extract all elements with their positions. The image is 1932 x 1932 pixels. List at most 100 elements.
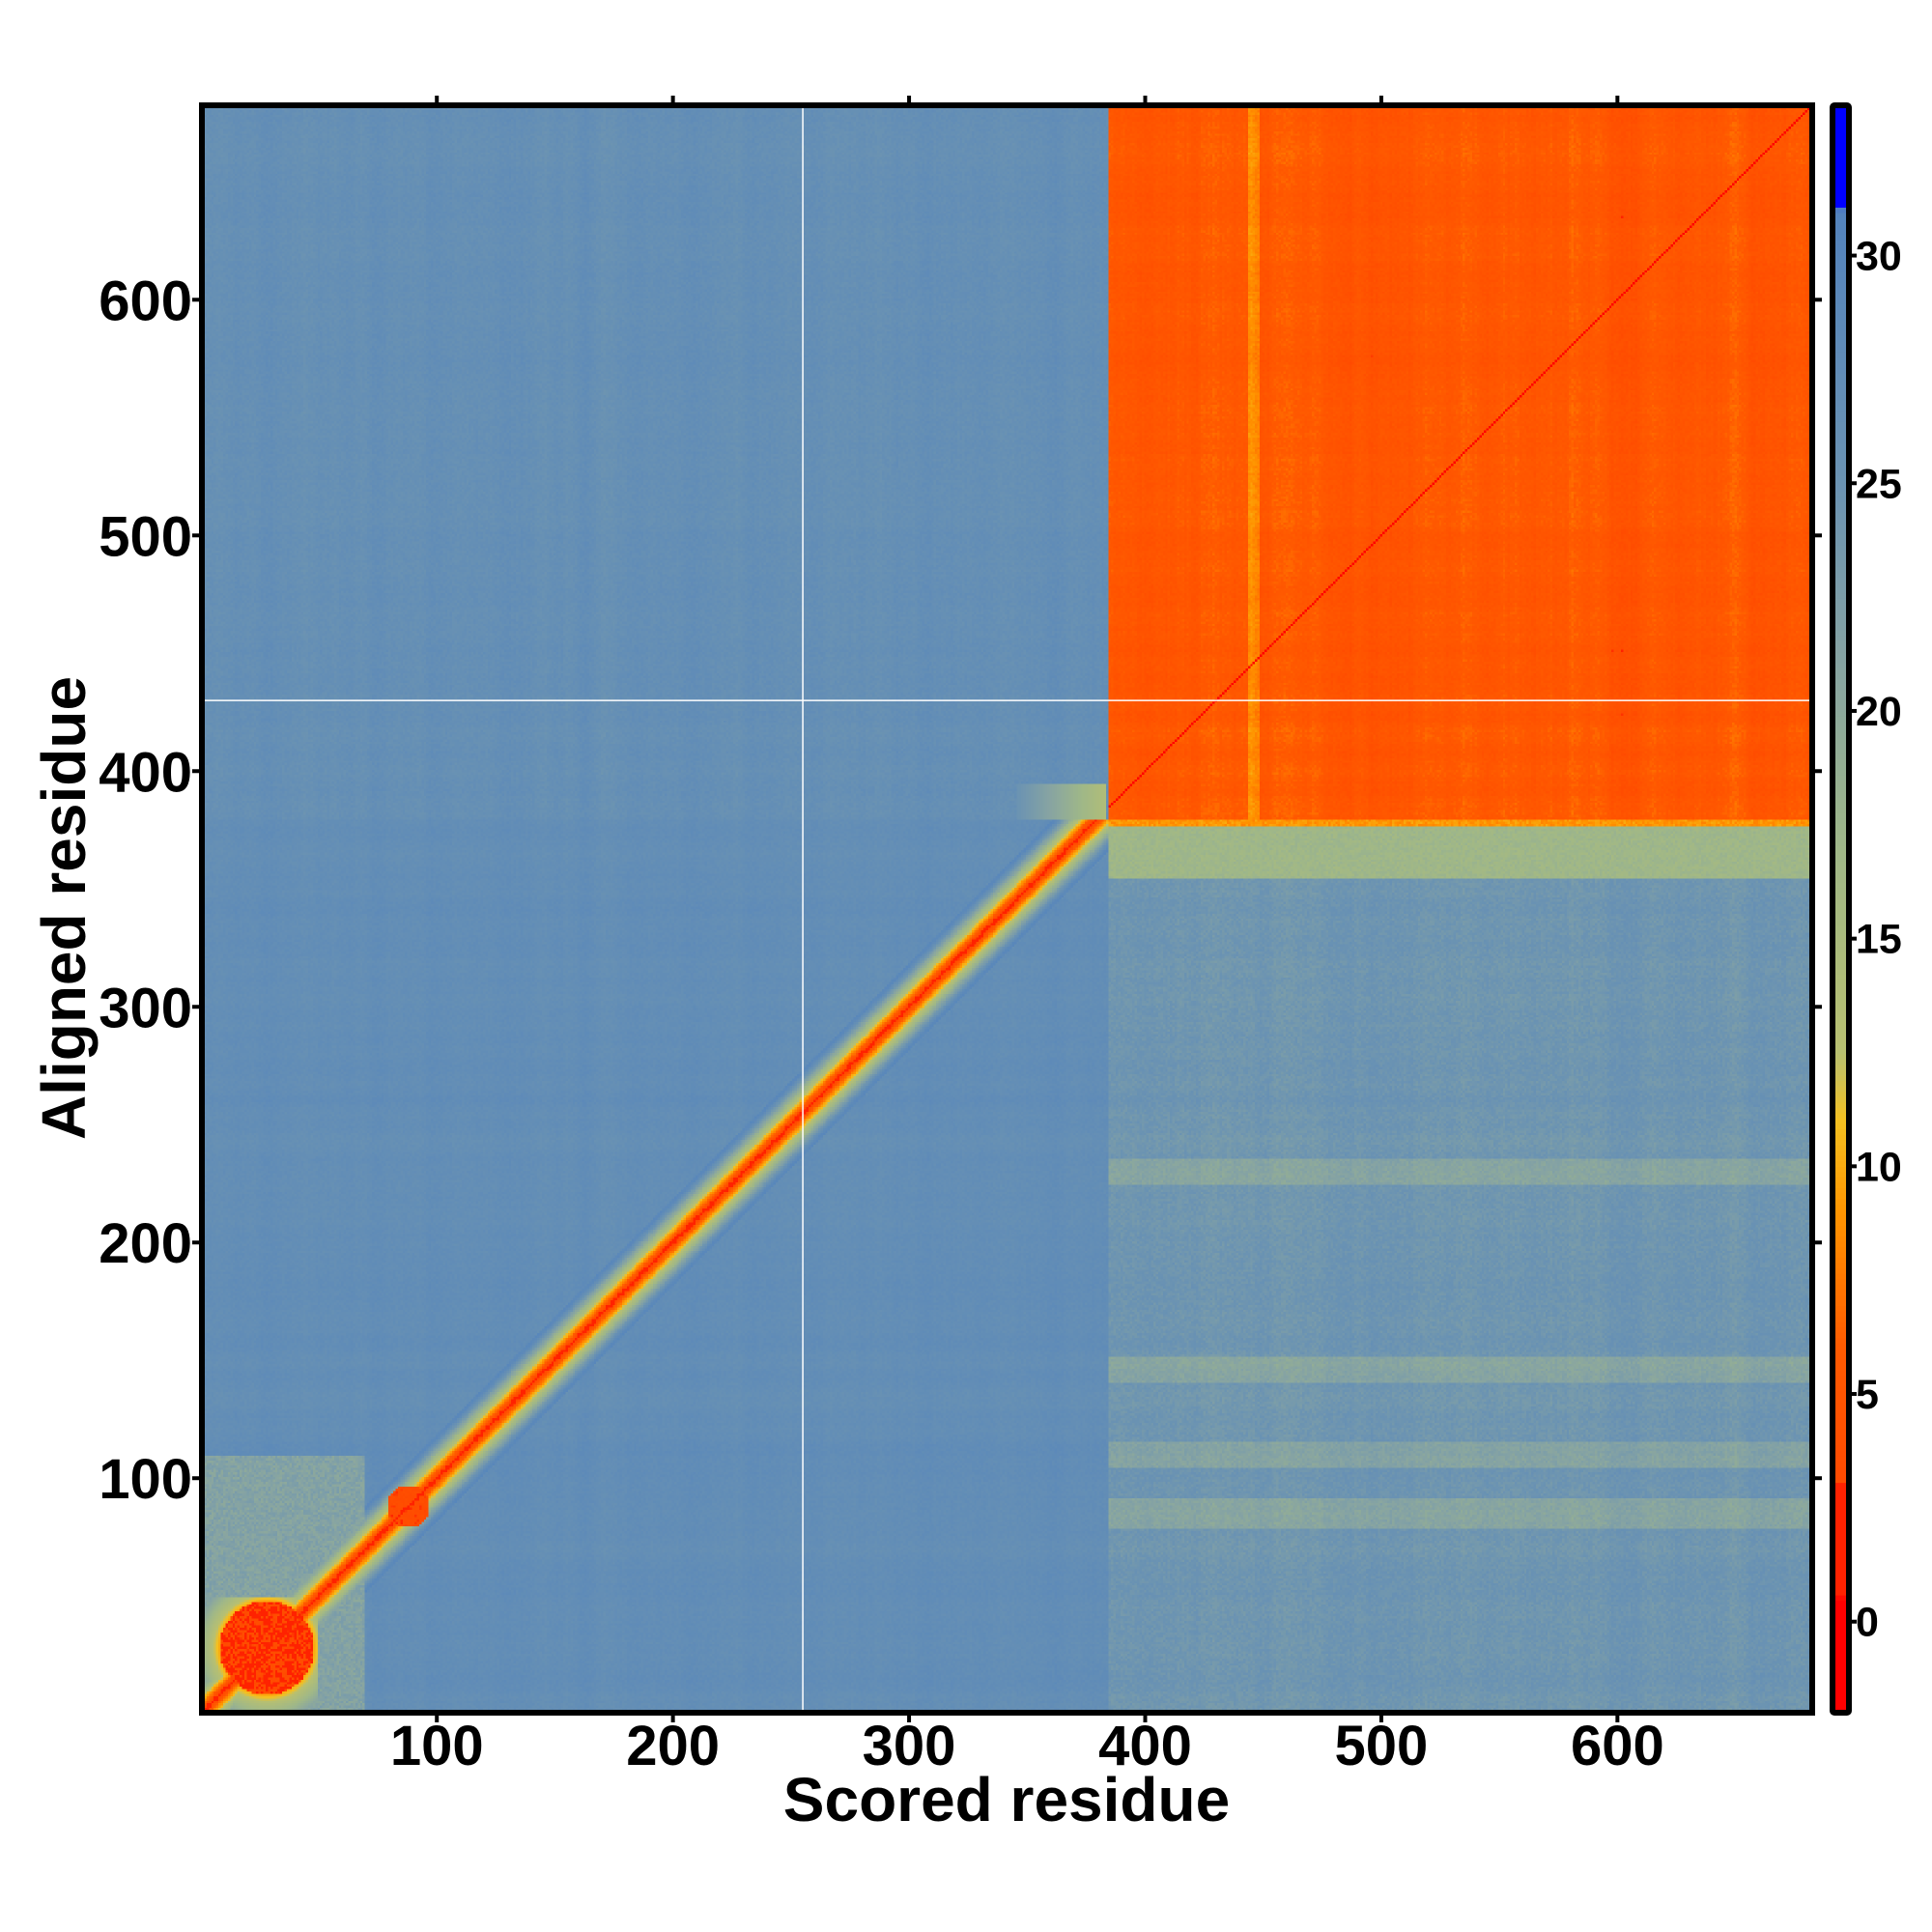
colorbar-segment xyxy=(1833,1686,1849,1692)
colorbar-segment xyxy=(1833,523,1849,529)
colorbar-segment xyxy=(1833,121,1849,128)
colorbar-segment xyxy=(1833,844,1849,851)
heatmap-cells xyxy=(202,105,1812,1713)
colorbar-segment xyxy=(1833,817,1849,824)
colorbar-segment xyxy=(1833,1434,1849,1440)
colorbar-segment xyxy=(1833,180,1849,186)
colorbar-segment xyxy=(1833,753,1849,760)
colorbar-segment xyxy=(1833,1299,1849,1307)
colorbar-segment xyxy=(1833,790,1849,798)
colorbar-segment xyxy=(1833,329,1849,337)
colorbar-segment xyxy=(1833,394,1849,401)
x-tick-label: 100 xyxy=(390,1715,484,1777)
colorbar-segment xyxy=(1833,293,1849,299)
colorbar-segment xyxy=(1833,148,1849,155)
colorbar-segment xyxy=(1833,1037,1849,1044)
colorbar-segment xyxy=(1833,672,1849,680)
colorbar-segment xyxy=(1833,1273,1849,1280)
colorbar-segment xyxy=(1833,1118,1849,1124)
colorbar-segment xyxy=(1833,1208,1849,1215)
colorbar-segment xyxy=(1833,1225,1849,1232)
colorbar-segment xyxy=(1833,1010,1849,1017)
y-tick-label: 200 xyxy=(99,1212,192,1275)
colorbar-segment xyxy=(1833,474,1849,481)
colorbar-segment xyxy=(1833,1316,1849,1322)
colorbar-segment xyxy=(1833,459,1849,466)
colorbar-segment xyxy=(1833,1465,1849,1472)
colorbar-segment xyxy=(1833,1305,1849,1312)
colorbar-segment xyxy=(1833,956,1849,964)
colorbar-segment xyxy=(1833,142,1849,149)
colorbar-segment xyxy=(1833,1032,1849,1038)
colorbar-segment xyxy=(1833,1637,1849,1644)
colorbar-segment xyxy=(1833,979,1849,985)
colorbar-segment xyxy=(1833,812,1849,819)
colorbar-segment xyxy=(1833,802,1849,809)
colorbar-segment xyxy=(1833,721,1849,728)
colorbar-segment xyxy=(1833,1246,1849,1253)
colorbar-segment xyxy=(1833,1150,1849,1156)
colorbar-segment xyxy=(1833,1380,1849,1387)
colorbar-segment xyxy=(1833,1091,1849,1097)
colorbar-segment xyxy=(1833,432,1849,439)
colorbar-segment xyxy=(1833,437,1849,444)
colorbar-segment xyxy=(1833,1101,1849,1108)
colorbar-segment xyxy=(1833,1278,1849,1285)
colorbar-segment xyxy=(1833,1701,1849,1709)
colorbar-segment xyxy=(1833,630,1849,637)
colorbar-segment xyxy=(1833,362,1849,369)
colorbar-segment xyxy=(1833,689,1849,696)
colorbar-segment xyxy=(1833,657,1849,664)
colorbar-segment xyxy=(1833,909,1849,916)
colorbar-segment xyxy=(1833,640,1849,647)
colorbar-segment xyxy=(1833,577,1849,583)
colorbar-segment xyxy=(1833,325,1849,331)
colorbar-segment xyxy=(1833,1053,1849,1060)
colorbar-segment xyxy=(1833,1562,1849,1569)
colorbar-segment xyxy=(1833,405,1849,412)
colorbar-segment xyxy=(1833,1145,1849,1151)
colorbar-segment xyxy=(1833,533,1849,540)
colorbar-segment xyxy=(1833,1455,1849,1462)
colorbar-segment xyxy=(1833,994,1849,1001)
colorbar-segment xyxy=(1833,346,1849,353)
colorbar-segment xyxy=(1833,207,1849,213)
colorbar-segment xyxy=(1833,823,1849,830)
colorbar-segment xyxy=(1833,303,1849,310)
colorbar-axis: 0 5 10 15 20 25 30 xyxy=(1849,234,1902,1646)
colorbar-segment xyxy=(1833,1530,1849,1537)
colorbar-segment xyxy=(1833,1547,1849,1553)
colorbar-segment xyxy=(1833,501,1849,508)
colorbar-segment xyxy=(1833,1412,1849,1419)
colorbar-segment xyxy=(1833,426,1849,433)
colorbar-segment xyxy=(1833,270,1849,278)
y-tick-label: 100 xyxy=(99,1448,192,1511)
colorbar-segment xyxy=(1833,1284,1849,1291)
colorbar-segment xyxy=(1833,1263,1849,1269)
colorbar-segment xyxy=(1833,105,1849,112)
colorbar-tick-label: 0 xyxy=(1856,1600,1879,1646)
colorbar-segment xyxy=(1833,1337,1849,1344)
colorbar-segment xyxy=(1833,1690,1849,1697)
colorbar-segment xyxy=(1833,1133,1849,1141)
colorbar-tick-label: 10 xyxy=(1856,1144,1902,1190)
colorbar-segment xyxy=(1833,384,1849,390)
colorbar-segment xyxy=(1833,758,1849,765)
colorbar-segment xyxy=(1833,1021,1849,1028)
colorbar-segment xyxy=(1833,780,1849,787)
y-tick-label: 300 xyxy=(99,977,192,1039)
x-tick-label: 200 xyxy=(626,1715,720,1777)
colorbar-segment xyxy=(1833,582,1849,588)
colorbar-segment xyxy=(1833,1573,1849,1579)
colorbar-segment xyxy=(1833,1664,1849,1671)
colorbar-segment xyxy=(1833,710,1849,717)
colorbar-segment xyxy=(1833,1348,1849,1354)
colorbar-segment xyxy=(1833,1326,1849,1333)
x-tick-label: 400 xyxy=(1098,1715,1192,1777)
colorbar-segment xyxy=(1833,287,1849,294)
colorbar-segment xyxy=(1833,319,1849,327)
colorbar-segment xyxy=(1833,1343,1849,1350)
colorbar-segment xyxy=(1833,1589,1849,1596)
colorbar-segment xyxy=(1833,914,1849,921)
